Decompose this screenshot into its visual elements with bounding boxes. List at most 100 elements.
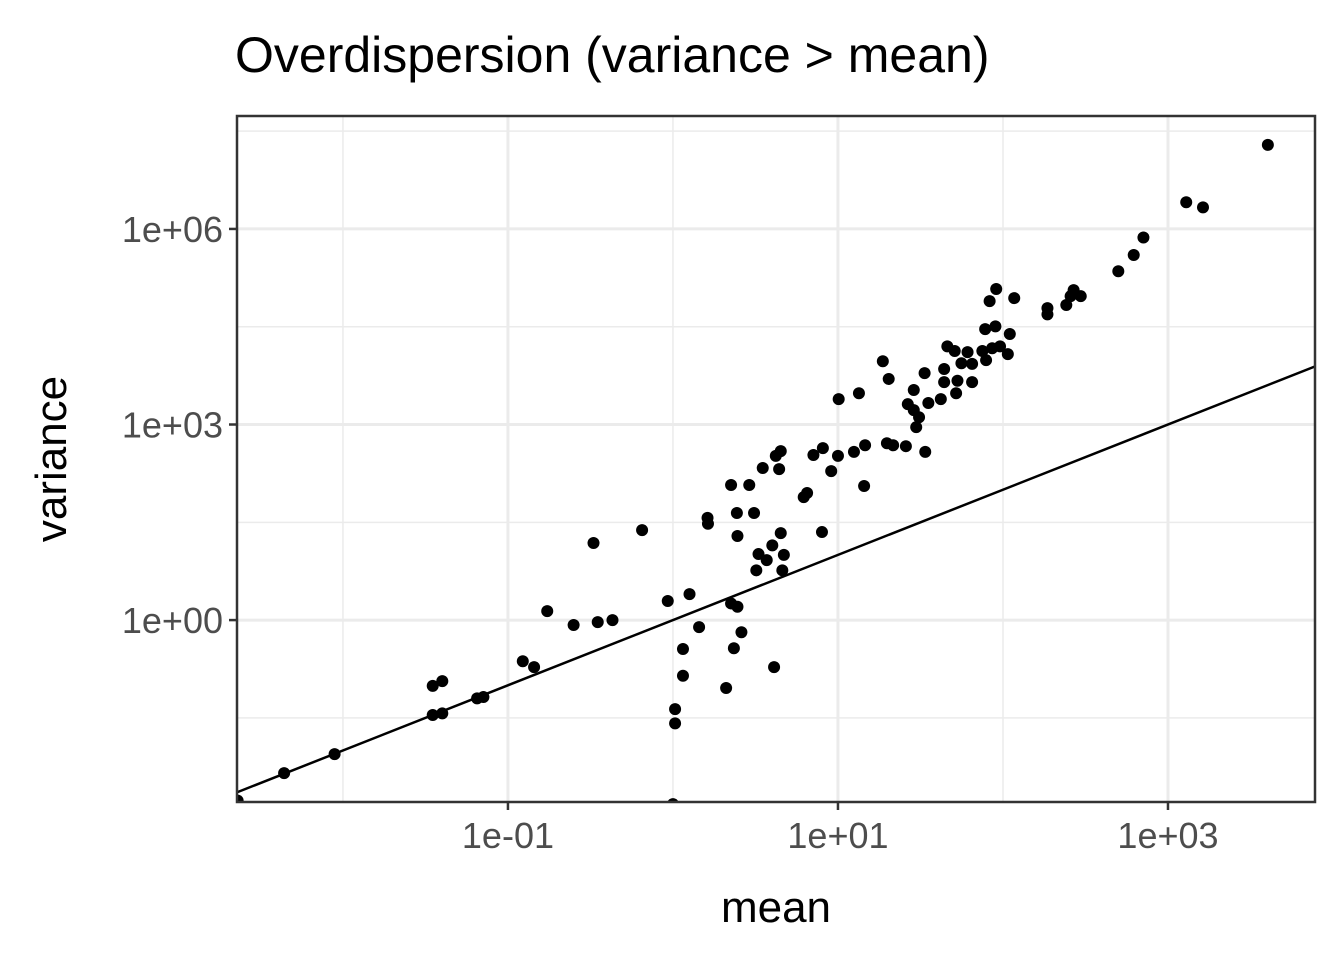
point (669, 717, 682, 730)
point (477, 691, 490, 704)
point (587, 537, 600, 550)
point (776, 564, 789, 577)
point (934, 393, 947, 406)
point (683, 588, 696, 601)
point (528, 661, 541, 674)
point (858, 479, 871, 492)
point (913, 411, 926, 424)
point (948, 345, 961, 358)
point (1196, 201, 1209, 214)
point (951, 374, 964, 387)
point (720, 681, 733, 694)
point (426, 679, 439, 692)
point (919, 445, 932, 458)
point (980, 354, 993, 367)
point (567, 619, 580, 632)
point (436, 675, 449, 688)
x-tick-label: 1e-01 (462, 815, 554, 856)
point (768, 661, 781, 674)
panel-border (235, 114, 1317, 804)
point (743, 479, 756, 492)
point (832, 393, 845, 406)
point (731, 529, 744, 542)
point (831, 449, 844, 462)
point (1180, 196, 1193, 209)
point (725, 479, 738, 492)
point (910, 421, 923, 434)
point (591, 616, 604, 629)
axes: 1e-01 1e+01 1e+03 1e+00 1e+03 1e+06 (122, 209, 1219, 856)
point (752, 548, 765, 561)
point (760, 554, 773, 567)
point (541, 605, 554, 618)
point (1001, 348, 1014, 361)
y-tick-label: 1e+00 (122, 600, 223, 641)
point (807, 449, 820, 462)
point (756, 462, 769, 475)
point (636, 524, 649, 537)
point (1137, 231, 1150, 244)
point (918, 367, 931, 380)
point (1261, 138, 1274, 151)
point (994, 340, 1007, 353)
point (950, 387, 963, 400)
point (899, 440, 912, 453)
point (748, 506, 761, 519)
point (983, 295, 996, 308)
point (966, 376, 979, 389)
point (852, 387, 865, 400)
point (436, 707, 449, 720)
point (1041, 308, 1054, 321)
point (876, 355, 889, 368)
point (938, 376, 951, 389)
point (426, 708, 439, 721)
y-tick-label: 1e+03 (122, 405, 223, 446)
point (907, 384, 920, 397)
point (777, 548, 790, 561)
identity-line (237, 365, 1315, 794)
point (328, 748, 341, 761)
point (701, 517, 714, 530)
point (750, 564, 763, 577)
point (773, 463, 786, 476)
point (989, 320, 1002, 333)
point (669, 703, 682, 716)
point (847, 445, 860, 458)
point (825, 465, 838, 478)
point (938, 363, 951, 376)
point (1008, 292, 1021, 305)
point (278, 767, 291, 780)
point (801, 487, 814, 500)
point (859, 439, 872, 452)
y-tick-label: 1e+06 (122, 209, 223, 250)
point (606, 614, 619, 627)
point (816, 442, 829, 455)
point (955, 357, 968, 370)
point (815, 526, 828, 539)
point (882, 372, 895, 385)
point (887, 439, 900, 452)
point (693, 621, 706, 634)
point (990, 282, 1003, 295)
x-tick-label: 1e+01 (787, 815, 888, 856)
chart-title: Overdispersion (variance > mean) (235, 27, 990, 83)
point (922, 396, 935, 409)
point (516, 655, 529, 668)
point (1127, 249, 1140, 262)
point (976, 345, 989, 358)
x-tick-label: 1e+03 (1117, 815, 1218, 856)
point (676, 669, 689, 682)
point (1060, 299, 1073, 312)
point (237, 794, 244, 802)
plot-area (237, 138, 1315, 802)
point (1112, 265, 1125, 278)
point (730, 506, 743, 519)
point (727, 642, 740, 655)
point (966, 357, 979, 370)
point (676, 643, 689, 656)
y-axis-label: variance (27, 376, 76, 542)
point (661, 595, 674, 608)
point (735, 626, 748, 639)
point (979, 323, 992, 336)
